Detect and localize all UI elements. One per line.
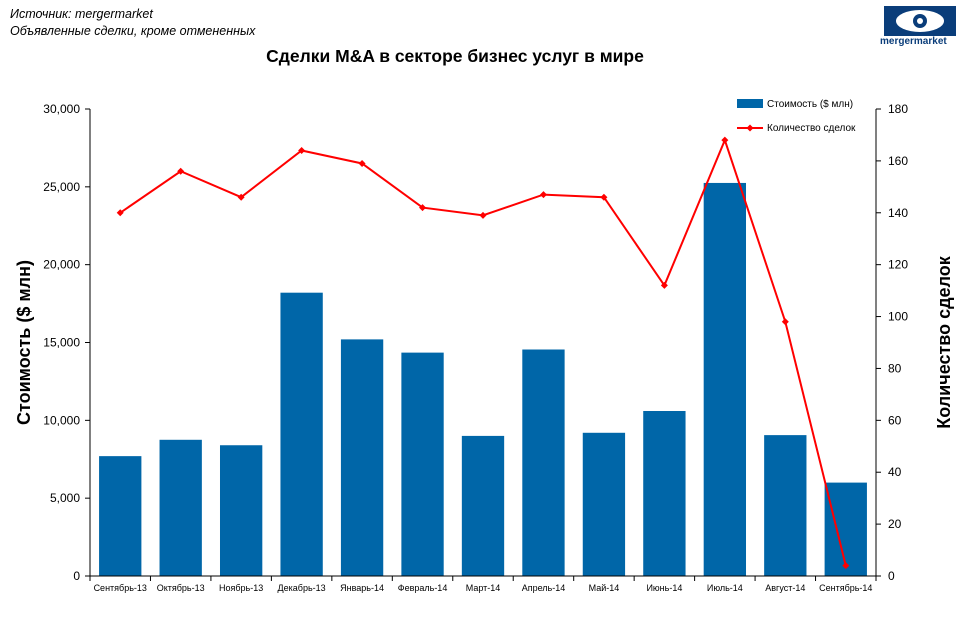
- y2-tick-label: 80: [888, 361, 902, 375]
- source-note: Источник: mergermarket Объявленные сделк…: [10, 6, 255, 40]
- x-tick-label: Январь-14: [340, 583, 384, 593]
- bar-4: [280, 292, 323, 576]
- count-point-6: [419, 204, 427, 212]
- y2-tick-label: 160: [888, 154, 908, 168]
- x-tick-label: Декабрь-13: [278, 583, 326, 593]
- bar-8: [522, 349, 565, 576]
- y-tick-label: 5,000: [50, 491, 80, 505]
- y-tick-label: 30,000: [43, 102, 80, 116]
- mergermarket-logo-icon: [884, 6, 956, 36]
- count-point-1: [116, 209, 124, 217]
- y-tick-label: 15,000: [43, 336, 80, 350]
- bar-3: [219, 445, 263, 576]
- count-point-9: [600, 193, 608, 201]
- y2-tick-label: 120: [888, 258, 908, 272]
- y2-tick-label: 20: [888, 517, 902, 531]
- count-point-10: [660, 281, 668, 289]
- x-tick-label: Июнь-14: [646, 583, 682, 593]
- count-point-5: [358, 159, 366, 167]
- bar-1: [99, 456, 142, 576]
- logo-text: mergermarket: [880, 36, 947, 47]
- bar-10: [643, 410, 686, 576]
- legend-line-marker: [746, 124, 754, 132]
- legend-bar-swatch: [737, 99, 763, 108]
- count-point-2: [177, 167, 185, 175]
- bar-13: [824, 482, 867, 576]
- y2-tick-label: 140: [888, 206, 908, 220]
- x-tick-label: Ноябрь-13: [219, 583, 263, 593]
- bar-5: [340, 339, 384, 576]
- source-line-2: Объявленные сделки, кроме отмененных: [10, 24, 256, 38]
- count-point-12: [781, 318, 789, 326]
- x-tick-label: Октябрь-13: [157, 583, 205, 593]
- legend-line-label: Количество сделок: [767, 123, 856, 134]
- y2-axis-label: Количество сделок: [934, 255, 954, 429]
- y2-tick-label: 60: [888, 413, 902, 427]
- bar-9: [582, 432, 626, 576]
- legend-bar-label: Стоимость ($ млн): [767, 99, 853, 110]
- x-tick-label: Май-14: [589, 583, 620, 593]
- y2-tick-label: 100: [888, 310, 908, 324]
- x-tick-label: Сентябрь-14: [819, 583, 872, 593]
- bar-2: [159, 439, 202, 576]
- y2-tick-label: 0: [888, 569, 895, 583]
- y-tick-label: 10,000: [43, 413, 80, 427]
- y2-tick-label: 180: [888, 102, 908, 116]
- count-point-11: [721, 136, 729, 144]
- y-axis-label: Стоимость ($ млн): [14, 260, 34, 425]
- x-tick-label: Август-14: [765, 583, 805, 593]
- x-tick-label: Июль-14: [707, 583, 743, 593]
- x-tick-label: Март-14: [466, 583, 501, 593]
- bar-12: [764, 435, 807, 576]
- count-point-7: [479, 211, 487, 219]
- count-point-3: [237, 193, 245, 201]
- bar-6: [401, 352, 444, 576]
- x-tick-label: Февраль-14: [398, 583, 448, 593]
- chart-title: Сделки M&A в секторе бизнес услуг в мире: [266, 46, 644, 66]
- y-tick-label: 0: [73, 569, 80, 583]
- count-point-8: [539, 191, 547, 199]
- bar-7: [461, 435, 505, 576]
- y-tick-label: 25,000: [43, 180, 80, 194]
- bar-11: [703, 182, 747, 577]
- count-point-13: [842, 562, 850, 570]
- count-point-4: [298, 147, 306, 155]
- x-tick-label: Апрель-14: [522, 583, 566, 593]
- x-tick-label: Сентябрь-13: [94, 583, 147, 593]
- y-tick-label: 20,000: [43, 258, 80, 272]
- source-line-1: Источник: mergermarket: [10, 7, 153, 21]
- y2-tick-label: 40: [888, 465, 902, 479]
